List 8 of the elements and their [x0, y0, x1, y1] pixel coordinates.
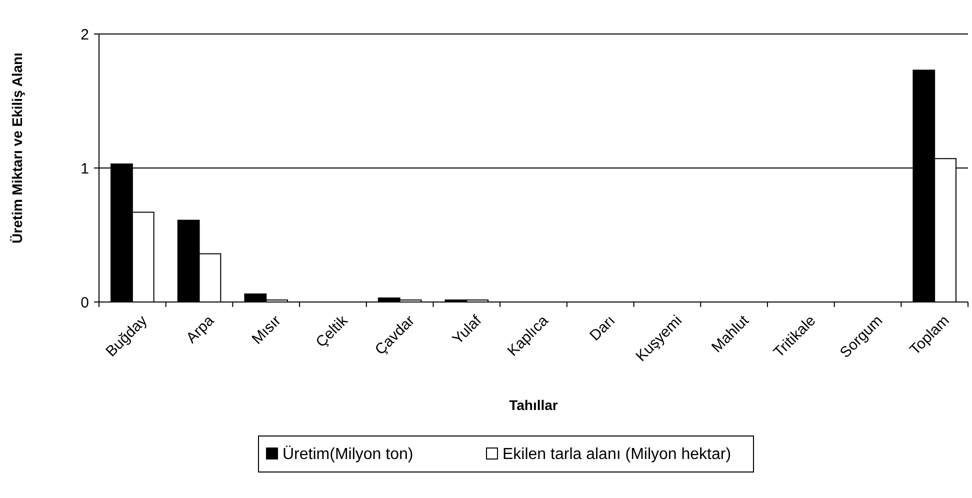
x-tick-label: Darı	[586, 312, 619, 344]
y-tick-label: 1	[80, 160, 89, 178]
legend-label: Üretim(Milyon ton)	[282, 445, 414, 463]
legend-label: Ekilen tarla alanı (Milyon hektar)	[502, 446, 732, 463]
y-tick-label: 2	[80, 26, 89, 44]
y-tick-label: 0	[80, 294, 89, 312]
y-axis-title: Üretim Miktarı ve Ekiliş Alanı	[9, 52, 25, 244]
x-axis-title: Tahıllar	[509, 397, 558, 413]
